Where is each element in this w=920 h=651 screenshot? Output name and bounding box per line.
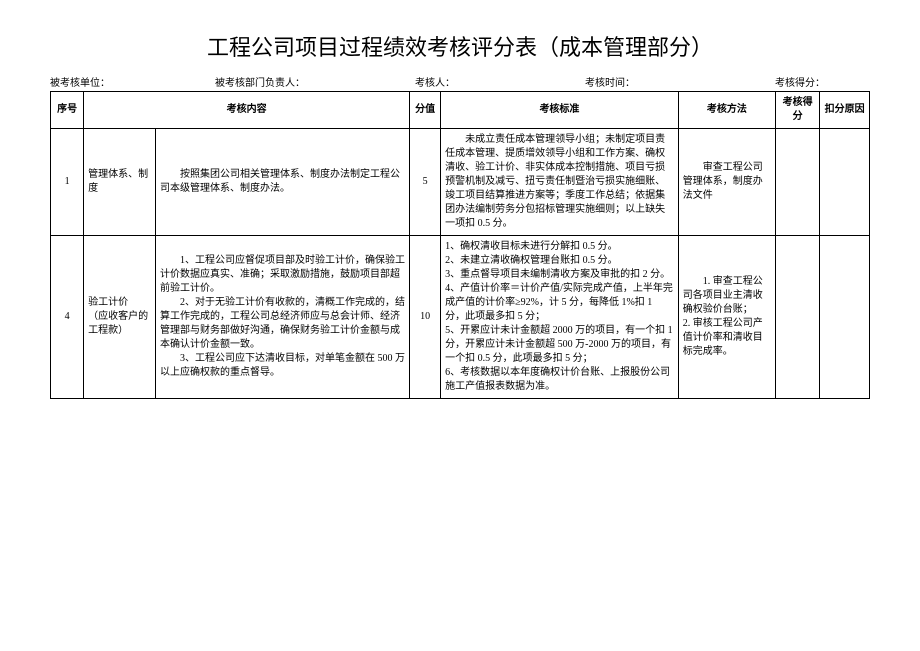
cell-seq: 4 bbox=[51, 236, 84, 399]
meta-dept: 被考核部门负责人： bbox=[215, 74, 415, 89]
cell-content: 1、工程公司应督促项目部及时验工计价，确保验工计价数据应真实、准确；采取激励措施… bbox=[155, 236, 409, 399]
meta-row: 被考核单位： 被考核部门负责人： 考核人： 考核时间： 考核得分： bbox=[50, 74, 870, 89]
content-line: 2、对于无验工计价有收款的，清概工作完成的，结算工作完成的，工程公司总经济师应与… bbox=[160, 296, 405, 352]
cell-deduct bbox=[820, 129, 870, 236]
standard-line: 5、开累应计未计金额超 2000 万的项目，有一个扣 1 分，开累应计未计金额超… bbox=[445, 324, 674, 366]
table-row: 4 验工计价 （应收客户的工程款） 1、工程公司应督促项目部及时验工计价，确保验… bbox=[51, 236, 870, 399]
th-method: 考核方法 bbox=[678, 92, 775, 129]
cell-score: 5 bbox=[410, 129, 441, 236]
assessment-table: 序号 考核内容 分值 考核标准 考核方法 考核得分 扣分原因 1 管理体系、制度… bbox=[50, 91, 870, 399]
th-score: 分值 bbox=[410, 92, 441, 129]
standard-line: 4、产值计价率＝计价产值/实际完成产值，上半年完成产值的计价率≥92%，计 5 … bbox=[445, 282, 674, 324]
cell-standard: 1、确权清收目标未进行分解扣 0.5 分。 2、未建立清收确权管理台账扣 0.5… bbox=[441, 236, 679, 399]
table-row: 1 管理体系、制度 按照集团公司相关管理体系、制度办法制定工程公司本级管理体系、… bbox=[51, 129, 870, 236]
th-standard: 考核标准 bbox=[441, 92, 679, 129]
cell-seq: 1 bbox=[51, 129, 84, 236]
meta-time: 考核时间： bbox=[585, 74, 775, 89]
cell-content: 按照集团公司相关管理体系、制度办法制定工程公司本级管理体系、制度办法。 bbox=[155, 129, 409, 236]
meta-assessor: 考核人： bbox=[415, 74, 585, 89]
meta-unit: 被考核单位： bbox=[50, 74, 215, 89]
cell-method: 1. 审查工程公司各项目业主清收确权验价台账； 2. 审核工程公司产值计价率和清… bbox=[678, 236, 775, 399]
cell-standard: 未成立责任成本管理领导小组；未制定项目责任成本管理、提质增效领导小组和工作方案、… bbox=[441, 129, 679, 236]
cell-got bbox=[776, 129, 820, 236]
cell-item: 管理体系、制度 bbox=[84, 129, 156, 236]
cell-item: 验工计价 （应收客户的工程款） bbox=[84, 236, 156, 399]
th-seq: 序号 bbox=[51, 92, 84, 129]
th-content: 考核内容 bbox=[84, 92, 410, 129]
cell-got bbox=[776, 236, 820, 399]
meta-score: 考核得分： bbox=[775, 74, 825, 89]
cell-score: 10 bbox=[410, 236, 441, 399]
standard-line: 1、确权清收目标未进行分解扣 0.5 分。 bbox=[445, 240, 674, 254]
standard-line: 3、重点督导项目未编制清收方案及审批的扣 2 分。 bbox=[445, 268, 674, 282]
content-line: 1、工程公司应督促项目部及时验工计价，确保验工计价数据应真实、准确；采取激励措施… bbox=[160, 254, 405, 296]
th-got: 考核得分 bbox=[776, 92, 820, 129]
page-title: 工程公司项目过程绩效考核评分表（成本管理部分） bbox=[50, 30, 870, 62]
standard-line: 未成立责任成本管理领导小组；未制定项目责任成本管理、提质增效领导小组和工作方案、… bbox=[445, 133, 674, 231]
table-header-row: 序号 考核内容 分值 考核标准 考核方法 考核得分 扣分原因 bbox=[51, 92, 870, 129]
standard-line: 6、考核数据以本年度确权计价台账、上报股份公司施工产值报表数据为准。 bbox=[445, 366, 674, 394]
standard-line: 2、未建立清收确权管理台账扣 0.5 分。 bbox=[445, 254, 674, 268]
cell-deduct bbox=[820, 236, 870, 399]
th-deduct: 扣分原因 bbox=[820, 92, 870, 129]
content-line: 3、工程公司应下达清收目标，对单笔金额在 500 万以上应确权款的重点督导。 bbox=[160, 352, 405, 380]
content-line: 按照集团公司相关管理体系、制度办法制定工程公司本级管理体系、制度办法。 bbox=[160, 168, 405, 196]
cell-method: 审查工程公司管理体系，制度办法文件 bbox=[678, 129, 775, 236]
